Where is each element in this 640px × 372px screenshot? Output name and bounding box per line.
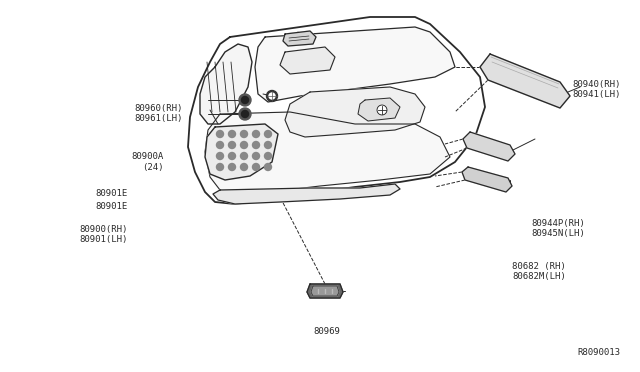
Polygon shape — [463, 132, 515, 161]
Circle shape — [253, 131, 259, 138]
Polygon shape — [283, 31, 316, 46]
Circle shape — [241, 153, 248, 160]
Polygon shape — [280, 47, 335, 74]
Circle shape — [228, 141, 236, 148]
Circle shape — [264, 164, 271, 170]
Circle shape — [241, 141, 248, 148]
Text: 80944P(RH)
80945N(LH): 80944P(RH) 80945N(LH) — [531, 219, 585, 238]
Circle shape — [216, 131, 223, 138]
Text: 80682 (RH)
80682M(LH): 80682 (RH) 80682M(LH) — [512, 262, 566, 281]
Text: 80900A
(24): 80900A (24) — [131, 152, 163, 171]
Polygon shape — [200, 44, 252, 124]
Polygon shape — [205, 124, 278, 180]
Circle shape — [253, 153, 259, 160]
Text: 80901E: 80901E — [96, 202, 128, 211]
Circle shape — [377, 105, 387, 115]
Polygon shape — [285, 87, 425, 137]
Circle shape — [216, 153, 223, 160]
Text: 80969: 80969 — [314, 327, 340, 336]
Circle shape — [239, 108, 251, 120]
Polygon shape — [307, 284, 343, 298]
Circle shape — [266, 90, 278, 102]
Circle shape — [216, 164, 223, 170]
Circle shape — [253, 141, 259, 148]
Circle shape — [264, 153, 271, 160]
Circle shape — [241, 164, 248, 170]
Circle shape — [264, 141, 271, 148]
Text: 80901E: 80901E — [96, 189, 128, 198]
Circle shape — [228, 131, 236, 138]
Text: 80960(RH)
80961(LH): 80960(RH) 80961(LH) — [134, 104, 182, 123]
Circle shape — [253, 164, 259, 170]
Circle shape — [264, 131, 271, 138]
Text: 80940(RH)
80941(LH): 80940(RH) 80941(LH) — [573, 80, 621, 99]
Polygon shape — [311, 286, 339, 296]
Polygon shape — [205, 112, 450, 194]
Circle shape — [228, 153, 236, 160]
Polygon shape — [213, 184, 400, 204]
Circle shape — [241, 131, 248, 138]
Circle shape — [241, 110, 248, 118]
Text: R8090013: R8090013 — [578, 348, 621, 357]
Polygon shape — [188, 17, 485, 204]
Circle shape — [241, 96, 248, 103]
Polygon shape — [255, 27, 455, 102]
Circle shape — [269, 93, 275, 99]
Polygon shape — [480, 54, 570, 108]
Polygon shape — [358, 98, 400, 121]
Text: 80900(RH)
80901(LH): 80900(RH) 80901(LH) — [79, 225, 128, 244]
Circle shape — [216, 141, 223, 148]
Polygon shape — [462, 167, 512, 192]
Circle shape — [228, 164, 236, 170]
Circle shape — [239, 94, 251, 106]
